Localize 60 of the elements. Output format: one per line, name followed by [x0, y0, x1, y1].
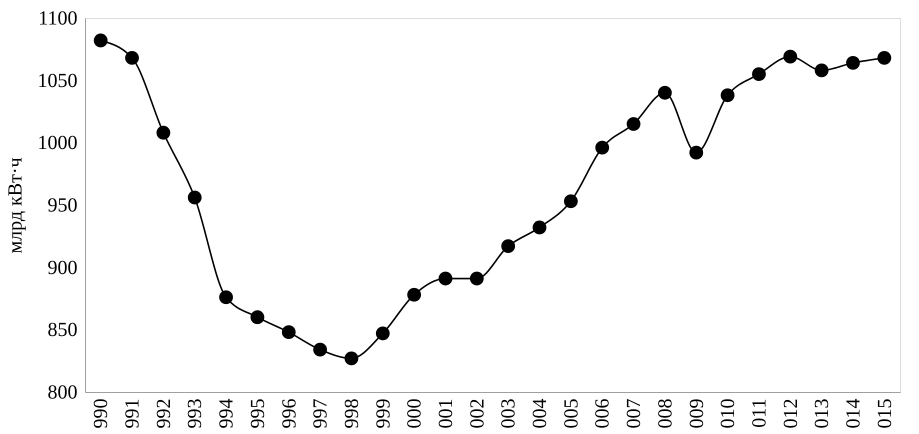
y-tick-label: 850	[48, 319, 78, 342]
point	[250, 310, 264, 324]
x-tick-label: 003	[498, 398, 520, 428]
point	[407, 288, 422, 302]
x-tick-label: 996	[278, 398, 300, 428]
x-tick-label: 013	[811, 398, 834, 428]
x-tick-label: 991	[122, 398, 144, 428]
y-tick-label: 950	[48, 194, 78, 216]
point	[219, 290, 233, 304]
point	[626, 117, 640, 131]
x-tick-label: 008	[654, 398, 676, 428]
point	[438, 272, 452, 286]
x-tick-label: 001	[434, 398, 457, 428]
point	[532, 220, 546, 234]
point	[501, 239, 516, 254]
point	[752, 67, 766, 81]
point	[282, 325, 296, 340]
point	[689, 146, 704, 160]
x-tick-label: 998	[340, 398, 363, 428]
y-tick-label: 1100	[38, 8, 78, 30]
point	[94, 34, 108, 48]
x-tick-label: 990	[90, 398, 112, 428]
x-tick-label: 994	[216, 398, 238, 428]
point	[313, 342, 327, 356]
point	[376, 326, 390, 340]
point	[564, 194, 578, 208]
x-tick-label: 009	[686, 398, 708, 428]
point	[188, 190, 202, 204]
point	[814, 63, 829, 78]
x-tick-label: 000	[404, 398, 426, 428]
x-tick-label: 010	[717, 398, 740, 428]
point	[595, 140, 610, 155]
point	[846, 56, 860, 70]
x-tick-label: 011	[748, 398, 770, 428]
x-tick-label: 992	[152, 398, 175, 428]
y-tick-label: 1050	[38, 70, 78, 92]
x-tick-label: 997	[310, 398, 332, 428]
point	[470, 272, 484, 286]
x-tick-label: 995	[246, 398, 269, 428]
point	[156, 126, 170, 140]
point	[658, 86, 672, 100]
point	[720, 88, 734, 102]
x-tick-label: 002	[466, 398, 488, 428]
y-axis-title: млрд кВт·ч	[4, 157, 26, 254]
point	[783, 50, 798, 64]
x-tick-label: 012	[780, 398, 802, 428]
y-tick-label: 900	[48, 256, 78, 279]
x-tick-label: 014	[842, 398, 864, 428]
x-tick-label: 007	[623, 398, 646, 428]
x-tick-label: 004	[529, 398, 552, 428]
point	[877, 51, 892, 65]
y-tick-label: 1000	[38, 132, 78, 154]
x-tick-label: 005	[560, 398, 582, 428]
point	[344, 351, 358, 366]
x-tick-label: 993	[184, 398, 206, 428]
point	[125, 51, 139, 65]
x-tick-label: 999	[372, 398, 394, 428]
y-tick-label: 800	[48, 382, 78, 404]
x-tick-label: 006	[592, 398, 614, 428]
x-tick-label: 015	[874, 398, 896, 428]
